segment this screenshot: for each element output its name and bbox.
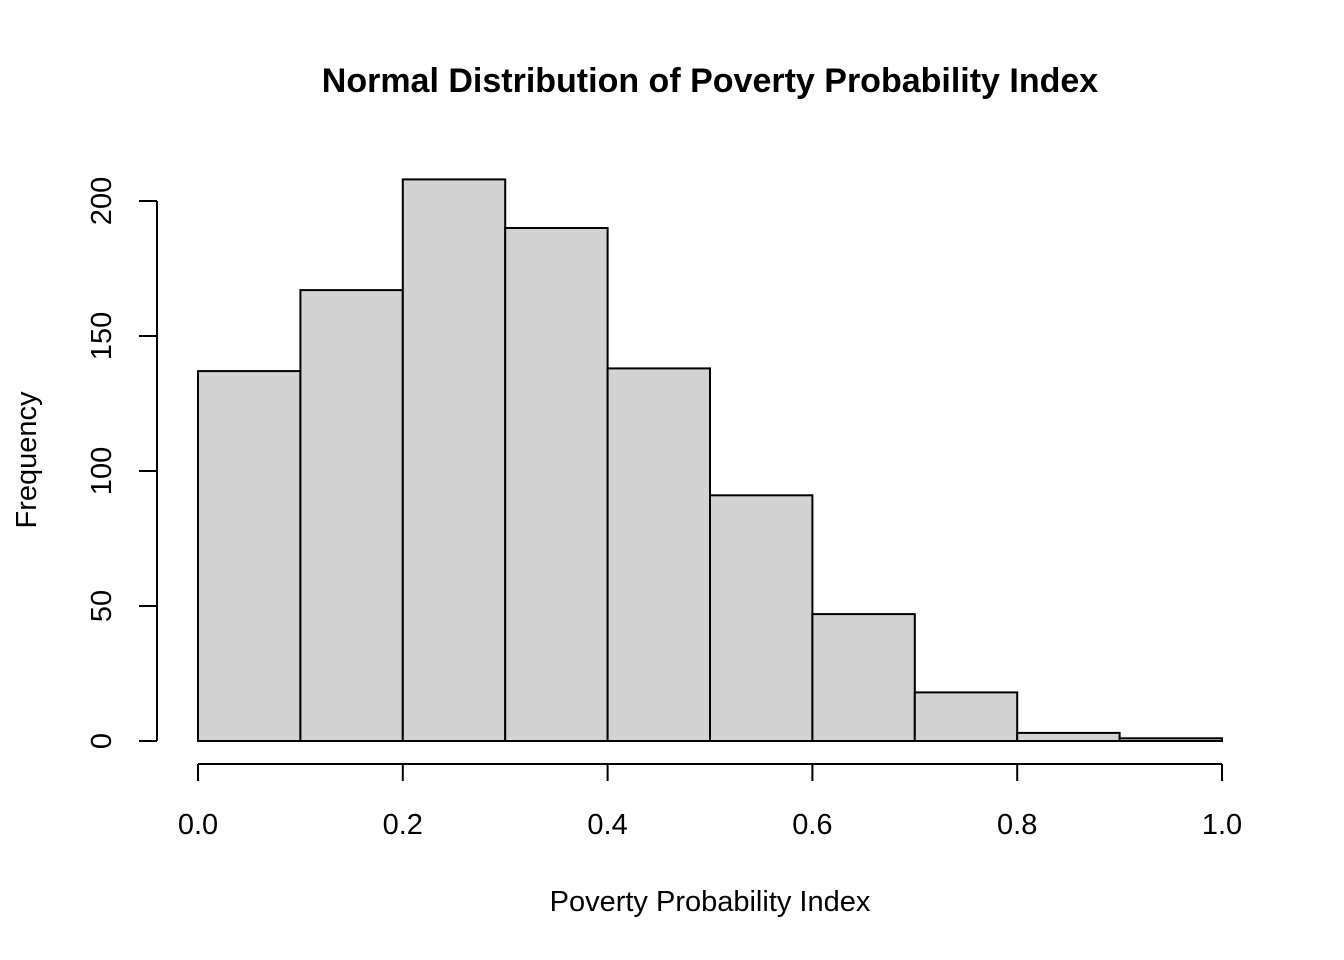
histogram-bar — [913, 691, 1019, 743]
histogram-bar — [299, 289, 404, 742]
histogram-bar — [606, 367, 711, 742]
histogram-bar — [709, 494, 814, 742]
y-tick-label: 50 — [86, 590, 118, 622]
y-axis-label: Frequency — [11, 391, 43, 529]
x-axis: 0.0 0.2 0.4 0.6 0.8 1.0 — [178, 763, 1242, 841]
y-tick-label: 200 — [86, 177, 118, 225]
histogram-bar — [1118, 737, 1223, 742]
x-tick-label: 0.8 — [997, 809, 1037, 841]
y-tick-label: 0 — [86, 733, 118, 749]
histogram-bar — [197, 370, 302, 742]
chart-title: Normal Distribution of Poverty Probabili… — [322, 62, 1099, 100]
x-axis-label: Poverty Probability Index — [550, 886, 871, 918]
x-tick-label: 0.0 — [178, 809, 218, 841]
x-tick-label: 0.6 — [792, 809, 832, 841]
bars-group — [197, 178, 1223, 743]
histogram-bar — [1016, 731, 1121, 743]
histogram-bar — [504, 227, 609, 742]
x-tick-label: 0.4 — [587, 809, 627, 841]
x-tick-label: 0.2 — [383, 809, 423, 841]
x-tick-label: 1.0 — [1202, 809, 1242, 841]
y-tick-label: 100 — [86, 447, 118, 495]
y-tick-label: 150 — [86, 312, 118, 360]
histogram-bar — [401, 178, 507, 742]
y-axis: 0 50 100 150 200 — [86, 177, 158, 749]
histogram-bar — [811, 613, 916, 742]
